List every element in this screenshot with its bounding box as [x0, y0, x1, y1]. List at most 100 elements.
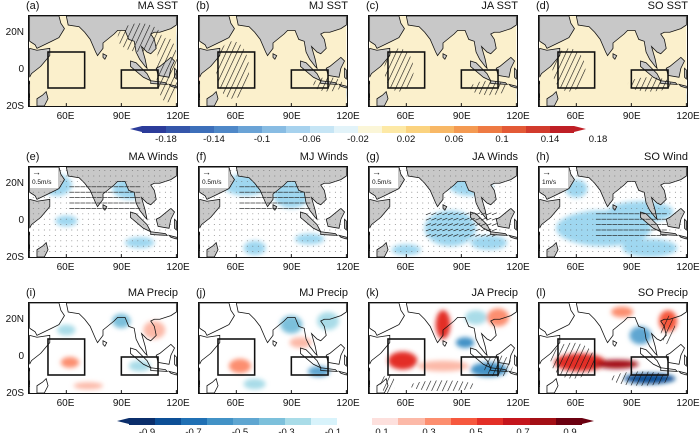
wind-vector: [32, 213, 34, 215]
wind-vector: [641, 251, 643, 253]
wind-vector: [252, 229, 254, 231]
wind-vector: [32, 251, 34, 253]
wind-vector: [329, 234, 331, 236]
wind-vector: [126, 213, 128, 215]
wind-vector: [301, 224, 303, 226]
wind-vector: [427, 251, 429, 253]
wind-vector: [76, 170, 78, 172]
wind-vector: [329, 218, 331, 220]
field-anomaly: [128, 360, 151, 372]
wind-vector: [219, 213, 221, 215]
wind-vector: [54, 191, 56, 193]
wind-vector: [592, 240, 594, 242]
wind-vector: [120, 234, 122, 236]
wind-vector: [230, 240, 232, 242]
wind-vector: [131, 224, 133, 226]
wind-vector: [372, 207, 374, 209]
index-region-box: [387, 338, 426, 376]
wind-vector: [652, 170, 654, 172]
colorbar-bin: [310, 126, 334, 133]
wind-vector: [312, 245, 314, 247]
wind-vector: [274, 224, 276, 226]
wind-vector: [504, 240, 506, 242]
wind-vector: [674, 213, 676, 215]
wind-vector: [104, 218, 106, 220]
wind-vector: [680, 213, 682, 215]
panel-label: (k): [366, 287, 379, 299]
field-anomaly: [455, 337, 475, 348]
wind-vector: [323, 229, 325, 231]
wind-vector: [235, 229, 237, 231]
map-plot: [198, 15, 348, 107]
wind-vector: [65, 170, 67, 172]
map-plot: [368, 302, 518, 394]
colorbar-tick-label: -0.5: [231, 427, 249, 433]
wind-vector: [219, 245, 221, 247]
wind-vector: [274, 251, 276, 253]
wind-vector: [658, 186, 660, 188]
wind-vector: [433, 186, 435, 188]
wind-vector: [592, 224, 594, 226]
wind-vector: [652, 191, 654, 193]
wind-vector: [49, 229, 51, 231]
wind-vector: [383, 251, 385, 253]
wind-vector: [257, 229, 259, 231]
y-tick-label: 0: [18, 351, 24, 363]
wind-vector: [208, 251, 210, 253]
land-outline: [369, 47, 391, 78]
land-outline: [174, 354, 177, 367]
wind-vector: [383, 229, 385, 231]
land-outline: [325, 343, 345, 365]
wind-reference-key: 0.5m/s: [372, 179, 392, 186]
wind-vector: [499, 245, 501, 247]
wind-vector: [60, 186, 62, 188]
wind-vector: [257, 240, 259, 242]
wind-vector: [570, 229, 572, 231]
wind-vector: [312, 170, 314, 172]
x-tick-label: 90E: [622, 398, 641, 409]
wind-vector: [378, 213, 380, 215]
wind-vector: [422, 207, 424, 209]
field-anomaly: [112, 313, 131, 329]
wind-vector: [268, 245, 270, 247]
wind-vector: [296, 180, 298, 182]
land-outline: [507, 234, 517, 240]
wind-vector: [159, 245, 161, 247]
wind-vector: [586, 202, 588, 204]
land-outline: [546, 377, 559, 393]
wind-vector: [98, 251, 100, 253]
significance-hatching: [611, 371, 670, 386]
wind-vector: [263, 218, 265, 220]
wind-vector: [542, 213, 544, 215]
wind-vector: [246, 224, 248, 226]
wind-vector: [142, 218, 144, 220]
wind-vector: [680, 229, 682, 231]
wind-vector: [252, 251, 254, 253]
land-outline: [612, 53, 618, 60]
land-outline: [507, 370, 517, 376]
wind-vector: [442, 217, 448, 221]
x-tick-label: 60E: [56, 111, 75, 122]
wind-vector: [466, 207, 468, 209]
wind-vector: [394, 218, 396, 220]
wind-vector: [38, 240, 40, 242]
wind-vector: [469, 223, 475, 226]
wind-vector: [449, 197, 451, 199]
wind-vector: [285, 180, 287, 182]
wind-vector: [38, 251, 40, 253]
wind-vector: [647, 202, 649, 204]
wind-vector: [257, 175, 259, 177]
wind-vector: [592, 234, 594, 236]
wind-vector: [318, 202, 320, 204]
wind-vector: [372, 213, 374, 215]
wind-vector: [480, 234, 486, 237]
wind-vector: [126, 251, 128, 253]
colorbar-bin: [450, 418, 477, 425]
wind-vector: [54, 251, 56, 253]
land-outline: [507, 83, 517, 89]
wind-vector: [208, 197, 210, 199]
wind-vector: [422, 245, 424, 247]
wind-vector: [301, 218, 303, 220]
x-tick-label: 60E: [56, 398, 75, 409]
wind-vector: [334, 191, 336, 193]
